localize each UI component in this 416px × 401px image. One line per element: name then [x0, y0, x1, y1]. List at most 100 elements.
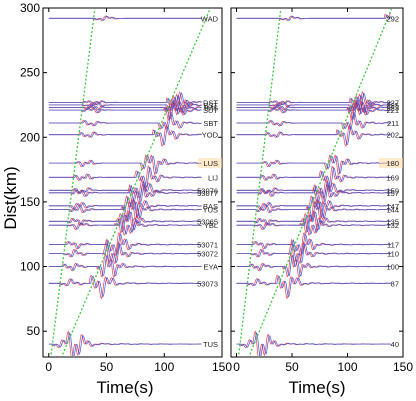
trace-synthetic [236, 96, 392, 115]
station-label: YOD [202, 131, 219, 140]
trace-synthetic [236, 155, 392, 175]
station-label: 223 [386, 104, 399, 113]
x-tick-label: 0 [45, 360, 52, 374]
trace-synthetic [236, 331, 392, 356]
trace-synthetic [48, 180, 202, 202]
right-panel: 0 50 100 1502922272252232212112021801691591… [230, 7, 413, 374]
x-axis-title-left: Time(s) [97, 378, 154, 397]
x-tick-label: 50 [100, 360, 114, 374]
panel-frame [42, 7, 223, 358]
station-label: 40 [391, 340, 399, 349]
trace-synthetic [236, 112, 392, 129]
trace-synthetic [48, 183, 202, 203]
trace-synthetic [48, 101, 202, 120]
station-label: TUS [203, 340, 218, 349]
phase-line-S [249, 9, 393, 355]
station-label: 53072 [197, 250, 218, 259]
trace-synthetic [48, 201, 202, 221]
trace-synthetic [236, 101, 392, 120]
trace-synthetic [236, 201, 392, 221]
station-label: 110 [387, 250, 399, 259]
trace-observed [236, 12, 392, 21]
station-label: 292 [386, 14, 399, 23]
station-label: 132 [386, 221, 399, 230]
trace-synthetic [236, 276, 392, 298]
y-tick-label: 100 [20, 260, 40, 274]
trace-synthetic [236, 126, 392, 145]
trace-synthetic [236, 233, 392, 256]
trace-synthetic [48, 254, 202, 277]
trace-observed [48, 110, 202, 130]
trace-synthetic [48, 112, 202, 129]
phase-line-P [50, 9, 96, 355]
y-tick-label: 50 [27, 324, 41, 338]
trace-observed [236, 252, 392, 278]
station-label: YUS [203, 206, 218, 215]
station-label: 159 [386, 186, 399, 195]
station-label: 202 [386, 131, 399, 140]
station-label: 169 [386, 173, 399, 182]
station-label: 211 [387, 119, 399, 128]
trace-observed [48, 154, 202, 176]
trace-observed [236, 125, 392, 147]
x-tick-label: 50 [285, 360, 299, 374]
y-axis: 50 100 150 200 250 300 [20, 1, 403, 338]
trace-observed [48, 210, 202, 234]
trace-synthetic [236, 14, 392, 21]
station-label: 53071 [197, 241, 218, 250]
trace-observed [236, 100, 392, 121]
station-label: LIJ [208, 173, 218, 182]
trace-synthetic [48, 166, 202, 189]
station-label: DST [203, 98, 218, 107]
phase-line-P [238, 9, 282, 355]
trace-synthetic [48, 15, 202, 21]
x-tick-label: 150 [393, 360, 413, 374]
station-label: WAD [201, 14, 219, 23]
station-label: SBT [203, 119, 218, 128]
trace-synthetic [48, 211, 202, 233]
station-label: 87 [391, 279, 399, 288]
y-tick-label: 300 [20, 1, 40, 15]
trace-synthetic [48, 126, 202, 145]
y-tick-label: 150 [20, 195, 40, 209]
station-label: 221 [386, 106, 399, 115]
trace-observed [236, 275, 392, 300]
trace-synthetic [236, 166, 392, 189]
station-label: 53076 [197, 186, 218, 195]
x-tick-label: 0 [233, 360, 240, 374]
station-label: 157 [386, 189, 399, 198]
trace-synthetic [236, 214, 392, 235]
trace-synthetic [236, 242, 392, 263]
y-tick-label: 250 [20, 66, 40, 80]
y-axis-title: Dist(km) [1, 166, 20, 229]
station-label: 147 [386, 202, 399, 211]
station-label: IMS [205, 104, 218, 113]
y-tick-label: 200 [20, 130, 40, 144]
panel-frame [230, 7, 404, 358]
trace-synthetic [48, 214, 202, 235]
station-label: 135 [386, 217, 399, 226]
trace-synthetic [48, 233, 202, 256]
traces [48, 9, 211, 356]
trace-synthetic [236, 254, 392, 277]
station-label: 225 [386, 101, 399, 110]
trace-synthetic [236, 180, 392, 202]
station-label: 227 [386, 98, 399, 107]
x-tick-label: 100 [154, 360, 174, 374]
station-label: EYA [204, 263, 218, 272]
x-tick-label: 150 [212, 360, 232, 374]
station-label: SUT [203, 106, 218, 115]
traces [236, 9, 393, 356]
label-highlight [198, 158, 222, 169]
station-label: 53073 [197, 279, 218, 288]
station-label: 180 [386, 159, 399, 168]
x-axis-title-right: Time(s) [289, 378, 346, 397]
trace-synthetic [48, 276, 202, 298]
station-label: 100 [386, 263, 399, 272]
station-label: 117 [387, 241, 399, 250]
station-label: 53077 [197, 189, 218, 198]
trace-synthetic [236, 196, 392, 219]
trace-synthetic [48, 331, 202, 356]
